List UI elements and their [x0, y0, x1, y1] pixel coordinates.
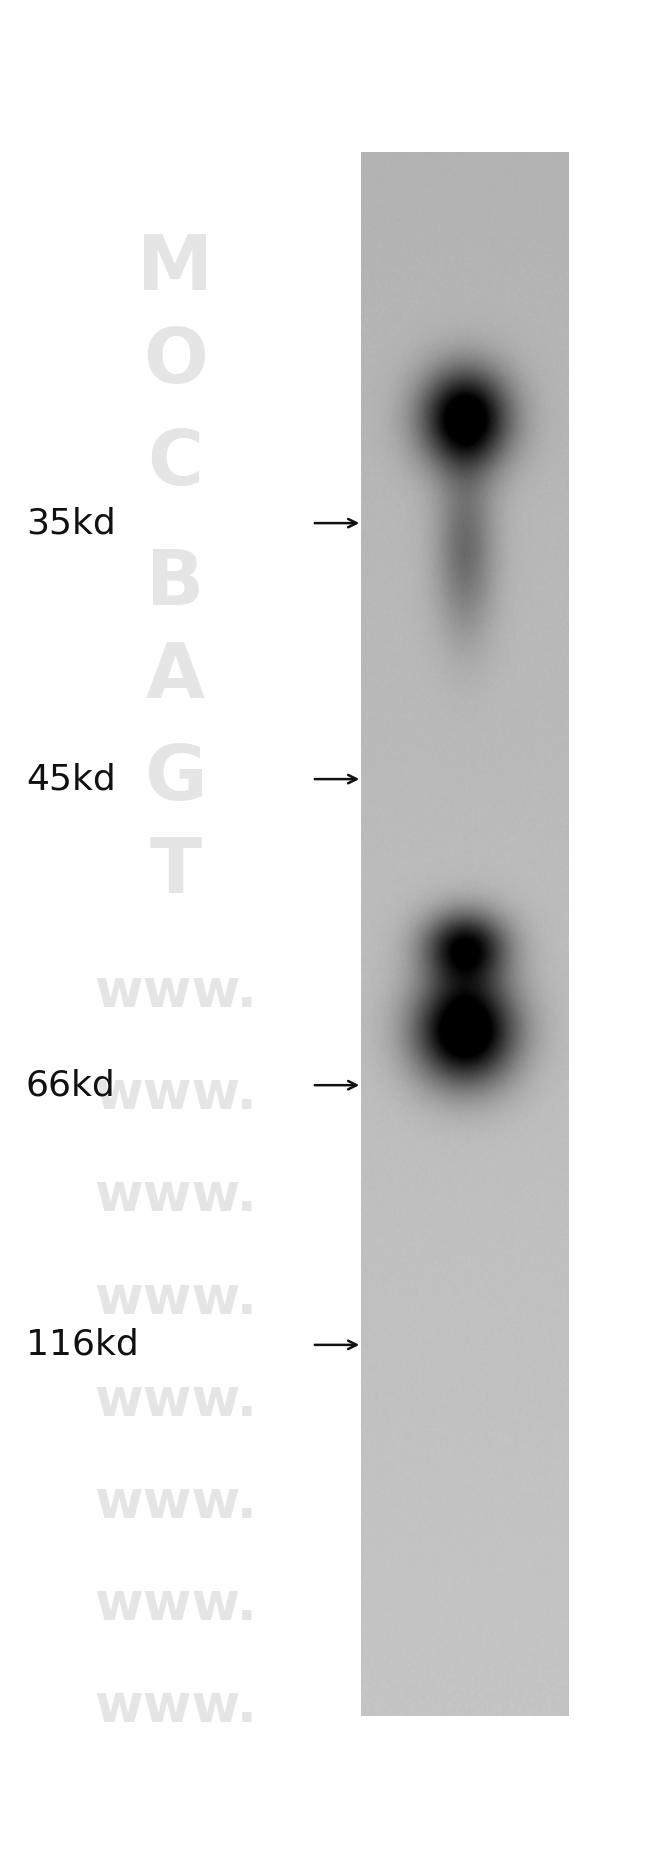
- Text: www.: www.: [94, 1171, 257, 1222]
- Text: 66kd: 66kd: [26, 1068, 116, 1102]
- Text: www.: www.: [94, 1273, 257, 1324]
- Text: 45kd: 45kd: [26, 762, 116, 796]
- Text: M: M: [138, 232, 213, 306]
- Text: www.: www.: [94, 1477, 257, 1529]
- Text: www.: www.: [94, 1579, 257, 1631]
- Text: C: C: [148, 427, 203, 501]
- Text: T: T: [150, 835, 202, 909]
- Text: www.: www.: [94, 1375, 257, 1426]
- Text: O: O: [143, 325, 208, 399]
- Text: www.: www.: [94, 966, 257, 1018]
- Text: B: B: [146, 547, 205, 621]
- Text: www.: www.: [94, 1681, 257, 1733]
- Text: 116kd: 116kd: [26, 1328, 138, 1362]
- Text: 35kd: 35kd: [26, 506, 116, 540]
- Text: G: G: [144, 742, 207, 816]
- Text: www.: www.: [94, 1068, 257, 1120]
- Text: A: A: [146, 640, 205, 714]
